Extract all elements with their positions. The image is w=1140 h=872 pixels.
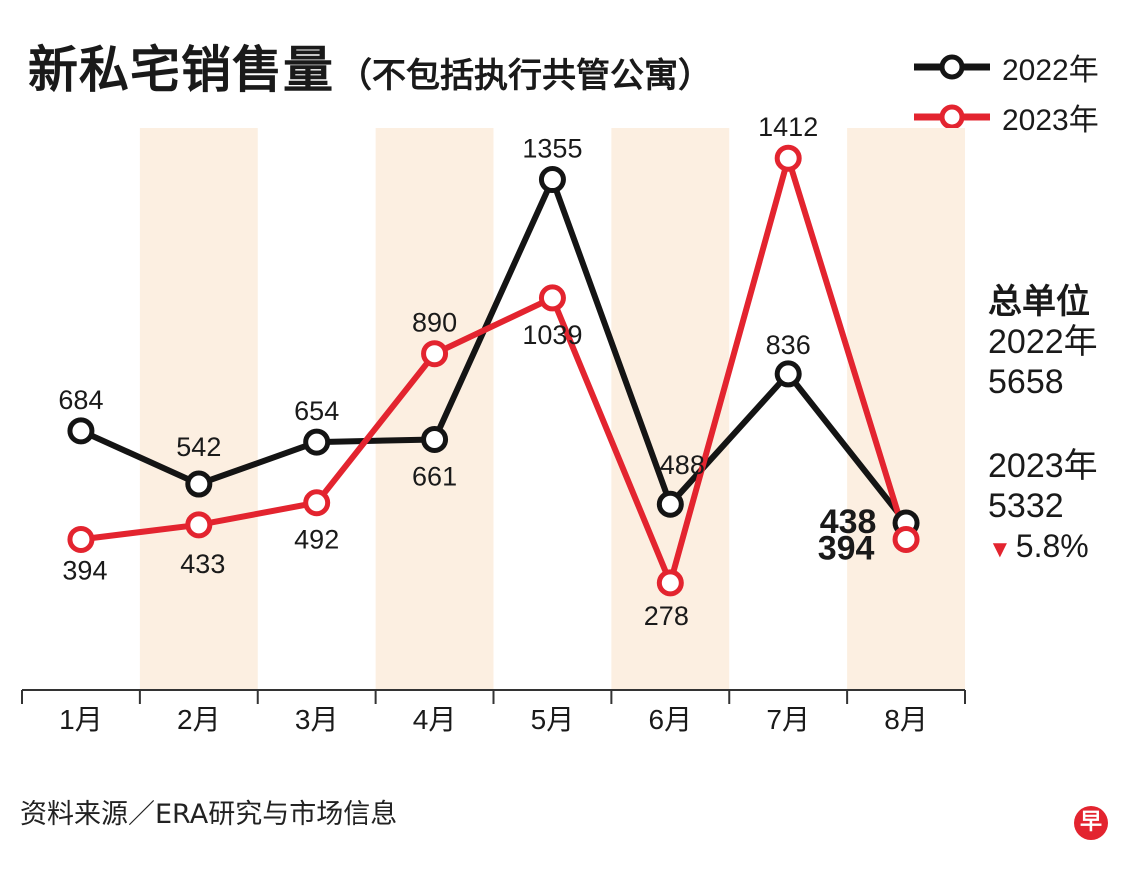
source-note: 资料来源／ERA研究与市场信息: [20, 799, 398, 830]
data-point-2022: [421, 425, 449, 453]
data-label-2023: 394: [62, 555, 107, 585]
data-point-2023: [67, 525, 95, 553]
totals-change: ▼ 5.8%: [988, 526, 1098, 570]
totals-2023-label: 2023年: [988, 447, 1098, 485]
x-tick-label: 6月: [649, 704, 693, 735]
title-subtitle: （不包括执行共管公寓）: [338, 56, 712, 96]
data-point-2023: [538, 284, 566, 312]
data-label-2022: 836: [766, 330, 811, 360]
data-label-2023: 394: [818, 529, 875, 567]
totals-change-text: 5.8%: [1015, 528, 1089, 564]
data-label-2023: 278: [644, 601, 689, 631]
data-label-2023: 492: [294, 525, 339, 555]
data-point-2023: [185, 511, 213, 539]
x-tick-label: 3月: [295, 704, 339, 735]
data-label-2022: 488: [660, 450, 705, 480]
data-label-2022: 542: [176, 432, 221, 462]
totals-2022-label: 2022年: [988, 323, 1098, 361]
x-tick-label: 5月: [531, 704, 575, 735]
legend-marker-2023: [914, 104, 990, 130]
data-point-2023: [774, 144, 802, 172]
legend-marker-2022: [914, 54, 990, 80]
x-tick-label: 1月: [59, 704, 103, 735]
data-label-2023: 890: [412, 308, 457, 338]
x-tick-label: 4月: [413, 704, 457, 735]
series-line-2022: [79, 176, 909, 525]
data-label-2022: 1355: [522, 134, 582, 164]
series-line-2023: [80, 155, 909, 586]
data-label-2022: 661: [412, 461, 457, 491]
legend-item-2023: 2023年: [912, 92, 1099, 142]
data-label-2022: 684: [58, 385, 103, 415]
totals-2023-value: 5332: [988, 487, 1064, 525]
data-label-2023: 1039: [522, 320, 582, 350]
month-band: [375, 128, 494, 690]
totals-2022-value: 5658: [988, 363, 1064, 401]
x-tick-label: 7月: [766, 704, 810, 735]
zaobao-logo: 早: [1074, 806, 1108, 840]
data-label-2023: 1412: [758, 112, 818, 142]
data-label-2023: 433: [180, 549, 225, 579]
x-tick-label: 8月: [884, 704, 928, 735]
data-point-2023: [656, 569, 684, 597]
legend: 2022年 2023年: [912, 42, 1099, 142]
title-main: 新私宅销售量: [28, 41, 334, 99]
data-point-2022: [774, 360, 802, 388]
data-label-2022: 438: [820, 503, 877, 541]
legend-label-2022: 2022年: [1002, 54, 1099, 87]
data-point-2022: [67, 417, 95, 445]
chart-title: 新私宅销售量 （不包括执行共管公寓）: [28, 30, 712, 102]
totals-header: 总单位: [988, 282, 1090, 322]
totals-panel: 总单位 2022年 5658 2023年 5332 ▼ 5.8%: [988, 282, 1098, 570]
down-triangle-icon: ▼: [988, 536, 1012, 563]
data-point-2022: [656, 490, 684, 518]
data-point-2023: [421, 340, 449, 368]
legend-label-2023: 2023年: [1002, 104, 1099, 137]
legend-item-2022: 2022年: [912, 42, 1099, 92]
x-tick-label: 2月: [177, 704, 221, 735]
data-point-2023: [892, 525, 920, 553]
data-point-2022: [538, 166, 566, 194]
data-point-2022: [185, 470, 213, 498]
data-point-2022: [303, 428, 331, 456]
month-band: [139, 128, 258, 690]
data-label-2022: 654: [294, 396, 339, 426]
data-point-2023: [303, 489, 331, 517]
